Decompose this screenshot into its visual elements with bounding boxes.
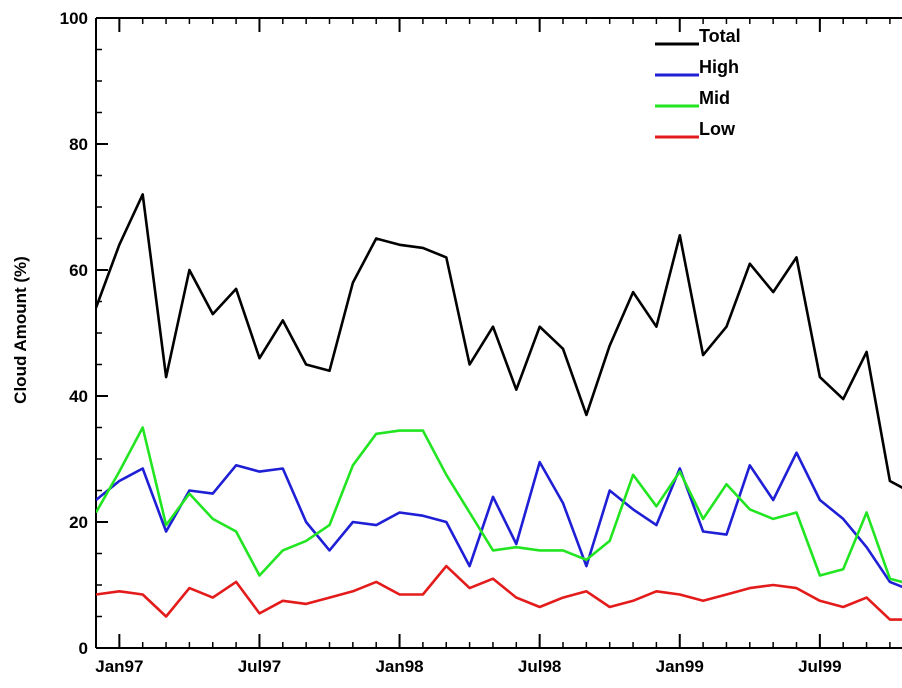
x-tick-label: Jan97: [95, 657, 143, 676]
y-tick-label: 80: [69, 135, 88, 154]
x-tick-label: Jan99: [656, 657, 704, 676]
series-line-mid: [96, 426, 902, 584]
series-line-high: [96, 451, 902, 589]
axes: [95, 17, 902, 649]
y-tick-label: 60: [69, 261, 88, 280]
legend-label-high: High: [699, 57, 739, 77]
y-tick-label: 20: [69, 513, 88, 532]
x-tick-label: Jul97: [238, 657, 281, 676]
legend-label-total: Total: [699, 26, 741, 46]
x-tick-label: Jan98: [375, 657, 423, 676]
y-axis-label: Cloud Amount (%): [11, 256, 30, 404]
y-tick-label: 40: [69, 387, 88, 406]
x-tick-label: Jul99: [798, 657, 841, 676]
x-tick-label: Jul98: [518, 657, 561, 676]
legend-label-low: Low: [699, 119, 736, 139]
series-line-low: [96, 564, 902, 621]
y-tick-label: 100: [60, 9, 88, 28]
series-line-total: [96, 193, 902, 489]
series-layer: [96, 193, 902, 621]
ticks-layer: 0 20 40 60 80 100 Jan97 Jul97 Jan98 Jul98 Jan99 Jul…: [60, 9, 891, 676]
y-tick-label: 0: [79, 639, 88, 658]
legend-label-mid: Mid: [699, 88, 730, 108]
legend: Total High Mid Low: [655, 26, 741, 139]
